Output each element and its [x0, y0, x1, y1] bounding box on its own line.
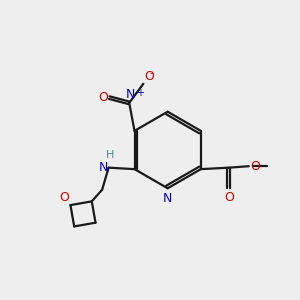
Text: H: H: [106, 150, 115, 160]
Text: O: O: [224, 190, 234, 204]
Text: O: O: [250, 160, 260, 173]
Text: N: N: [163, 192, 172, 205]
Text: +: +: [136, 88, 144, 98]
Text: O: O: [144, 70, 154, 83]
Text: N: N: [99, 161, 108, 174]
Text: O: O: [98, 91, 108, 104]
Text: -: -: [150, 68, 153, 78]
Text: O: O: [59, 191, 69, 204]
Text: N: N: [126, 88, 135, 101]
